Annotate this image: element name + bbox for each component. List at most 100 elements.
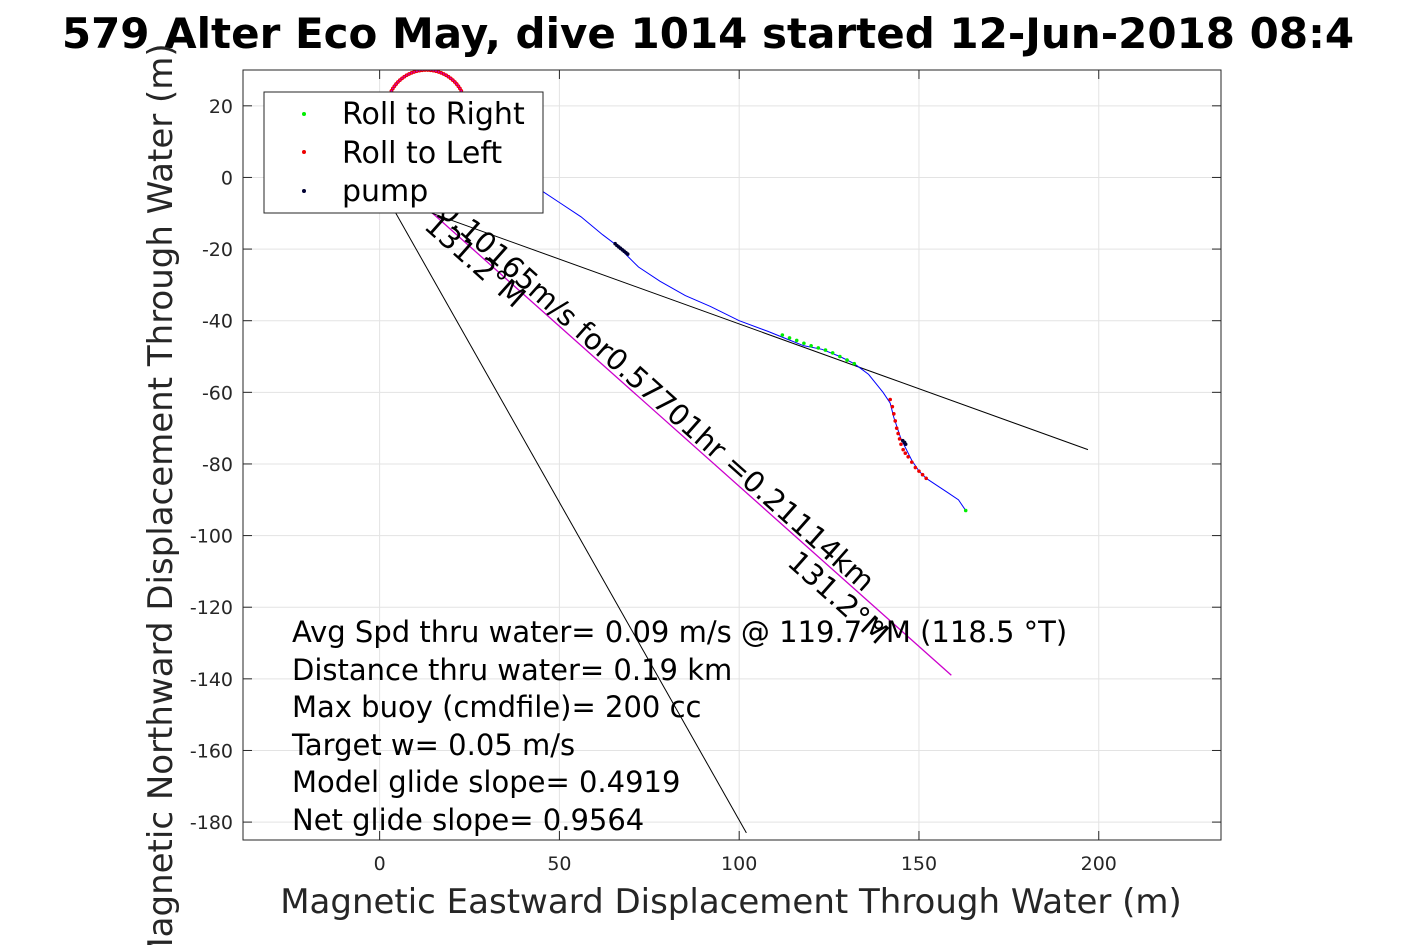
y-axis-label: Magnetic Northward Displacement Through … — [141, 43, 181, 945]
roll-left-point-core — [413, 71, 416, 73]
plot-frame — [242, 69, 1222, 841]
y-tick-label: -140 — [190, 669, 233, 691]
roll-left-point — [903, 451, 908, 456]
roll-left-point-core — [447, 75, 450, 78]
pump-points — [613, 241, 908, 447]
roll-left-point — [899, 442, 903, 447]
roll-left-point-core — [449, 77, 452, 80]
roll-left-point — [893, 419, 898, 423]
stat-distance: Distance thru water= 0.19 km — [292, 653, 732, 687]
legend-marker-roll-left — [302, 150, 306, 154]
roll-left-point — [901, 447, 905, 452]
roll-left-point-core — [451, 79, 454, 82]
roll-left-point-core — [390, 90, 393, 92]
roll-left-point — [896, 431, 900, 436]
y-tick-label: -40 — [202, 311, 233, 333]
x-tick-label: 50 — [547, 853, 571, 875]
roll-left-point-core — [403, 75, 406, 78]
roll-left-point-core — [399, 79, 401, 82]
legend: Roll to Right Roll to Left pump — [263, 91, 544, 214]
roll-left-point-core — [437, 71, 440, 73]
roll-left-point — [917, 469, 921, 473]
x-tick-label: 0 — [374, 853, 386, 875]
roll-left-point-core — [410, 71, 413, 74]
y-tick-label: 20 — [209, 96, 233, 118]
roll-left-point — [913, 465, 918, 470]
reference-line-current — [407, 191, 952, 676]
y-tick-label: -100 — [190, 526, 233, 548]
roll-left-point — [890, 404, 895, 409]
roll-left-point-core — [442, 73, 445, 75]
roll-left-point — [920, 472, 925, 477]
roll-left-point-core — [405, 74, 408, 77]
legend-box — [263, 91, 544, 214]
x-axis-label: Magnetic Eastward Displacement Through W… — [280, 882, 1182, 922]
pump-point — [625, 252, 630, 256]
roll-left-point — [897, 437, 902, 441]
roll-left-point — [888, 397, 893, 402]
roll-left-point — [924, 476, 928, 481]
roll-right-point — [852, 361, 857, 366]
y-tick-label: 0 — [221, 167, 233, 189]
roll-left-point-core — [445, 74, 448, 77]
roll-left-point-core — [435, 70, 437, 73]
roll-left-point — [894, 426, 899, 430]
roll-left-point-core — [457, 85, 460, 88]
roll-right-point — [823, 348, 828, 352]
roll-left-point-core — [455, 83, 458, 85]
roll-left-point-core — [395, 83, 397, 85]
roll-right-point — [809, 343, 813, 348]
legend-label-pump: pump — [342, 174, 428, 209]
stat-target-w: Target w= 0.05 m/s — [291, 728, 575, 762]
reference-lines — [372, 184, 1089, 834]
x-tick-label: 200 — [1081, 853, 1117, 875]
roll-right-point — [794, 338, 799, 343]
roll-left-point-core — [440, 71, 443, 74]
reference-line-heading-b — [379, 184, 747, 834]
roll-right-points — [780, 333, 968, 513]
roll-right-point — [780, 333, 785, 337]
pump-point — [903, 442, 908, 447]
legend-label-roll-left: Roll to Left — [342, 136, 502, 171]
roll-right-point — [963, 508, 968, 513]
chart-title: 579 Alter Eco May, dive 1014 started 12-… — [62, 9, 1354, 58]
roll-left-point-core — [408, 73, 410, 75]
stats-text: Avg Spd thru water= 0.09 m/s @ 119.7 °M … — [291, 615, 1067, 837]
roll-left-point-core — [401, 77, 403, 80]
stat-model-glide: Model glide slope= 0.4919 — [292, 765, 680, 799]
x-tick-label: 100 — [721, 853, 757, 875]
roll-right-point — [830, 351, 835, 355]
roll-left-point-core — [415, 70, 418, 73]
y-tick-label: -160 — [190, 740, 233, 762]
y-tick-label: -180 — [190, 812, 233, 834]
axis-ticks: 0 50 100 150 200200-20-40-60-80-100-120-140-… — [190, 70, 1221, 875]
roll-left-point-core — [397, 81, 399, 83]
stat-avg-speed: Avg Spd thru water= 0.09 m/s @ 119.7 °M … — [292, 615, 1067, 649]
y-tick-label: -20 — [202, 239, 233, 261]
y-tick-label: -60 — [202, 382, 233, 404]
y-tick-label: -80 — [202, 454, 233, 476]
roll-left-point — [892, 412, 896, 416]
roll-left-point — [906, 454, 910, 459]
roll-left-point-core — [391, 87, 394, 90]
roll-right-point — [802, 341, 806, 346]
roll-right-point — [787, 336, 792, 340]
y-tick-label: -120 — [190, 597, 233, 619]
roll-right-point — [838, 354, 842, 359]
roll-left-point-core — [459, 87, 461, 90]
roll-right-point — [845, 358, 849, 362]
reference-line-heading-a — [372, 191, 1089, 451]
grid — [243, 70, 1221, 840]
roll-left-point-core — [460, 90, 463, 92]
legend-label-roll-right: Roll to Right — [342, 97, 525, 132]
x-tick-label: 150 — [901, 853, 937, 875]
roll-left-point-core — [453, 81, 456, 83]
stat-max-buoy: Max buoy (cmdfile)= 200 cc — [292, 690, 701, 724]
roll-left-point — [909, 460, 914, 464]
roll-left-point-core — [393, 85, 396, 88]
legend-marker-roll-right — [302, 112, 306, 116]
legend-marker-pump — [302, 189, 306, 193]
stat-net-glide: Net glide slope= 0.9564 — [292, 803, 644, 837]
roll-right-point — [816, 346, 821, 350]
